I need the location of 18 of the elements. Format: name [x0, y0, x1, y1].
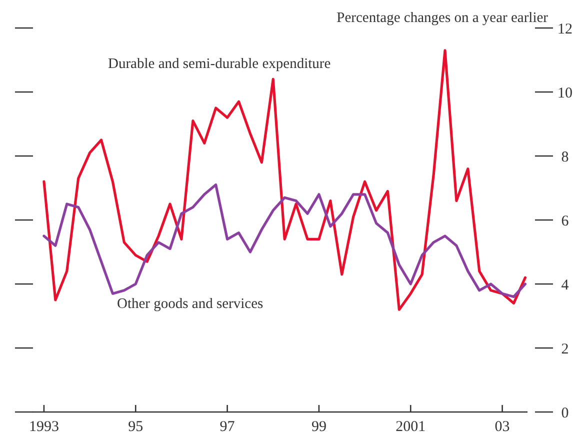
- x-tick-label: 2001: [396, 419, 426, 432]
- y-axis-title: Percentage changes on a year earlier: [336, 10, 548, 26]
- y-tick-label: 4: [561, 277, 570, 294]
- x-tick-label: 03: [494, 419, 510, 432]
- x-tick-label: 99: [311, 419, 326, 432]
- y-tick-label: 10: [558, 85, 572, 102]
- text: Durable and semi-durable expenditure: [108, 56, 331, 72]
- y-tick-label: 2: [561, 341, 569, 358]
- y-tick-label: 6: [561, 213, 570, 230]
- series-label: Other goods and services: [117, 296, 264, 312]
- x-tick-label: 97: [220, 419, 236, 432]
- x-tick-label: 1993: [28, 419, 59, 432]
- y-tick-label: 12: [558, 21, 572, 38]
- y-tick-label: 0: [561, 405, 569, 422]
- line-series: [42, 184, 527, 298]
- y-tick-label: 8: [561, 149, 569, 166]
- x-tick-label: 95: [128, 419, 144, 432]
- line-series: [42, 49, 527, 311]
